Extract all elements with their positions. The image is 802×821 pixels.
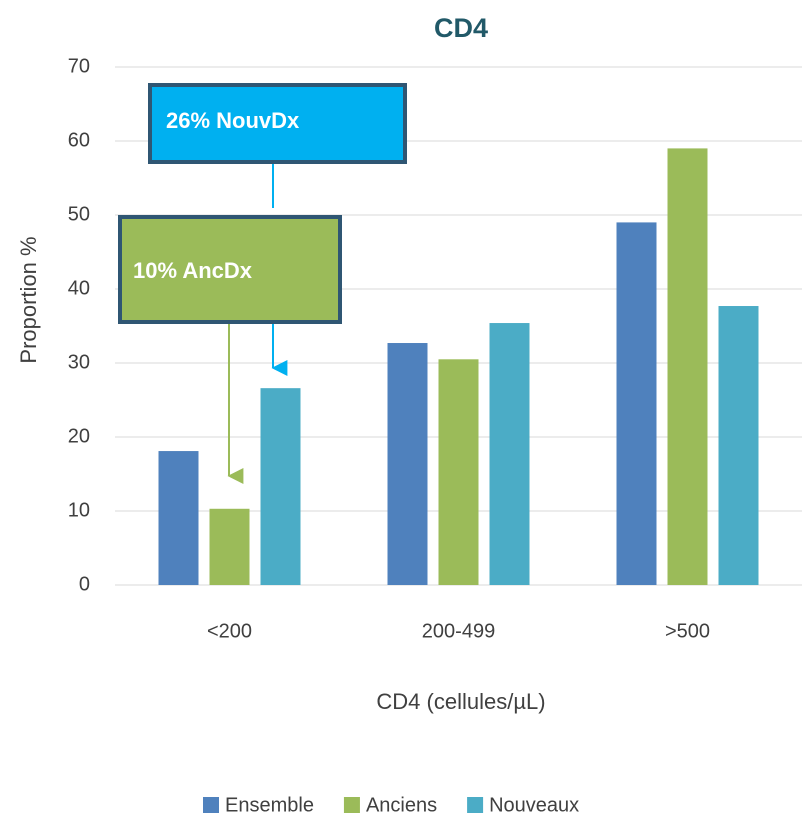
bar	[158, 451, 199, 585]
y-tick-label: 70	[68, 55, 90, 77]
plot-area: 0 10 20 30 40 50 60 70 <200 200-499 >500	[68, 55, 802, 642]
bar	[718, 306, 759, 585]
y-tick-label: 50	[68, 203, 90, 225]
y-tick-label: 20	[68, 425, 90, 447]
bar	[209, 508, 250, 585]
legend-label: Ensemble	[225, 794, 314, 816]
y-axis-label: Proportion %	[16, 236, 41, 363]
bar	[387, 343, 428, 585]
annotation-text: 26% NouvDx	[166, 108, 300, 133]
y-tick-label: 30	[68, 351, 90, 373]
legend-label: Nouveaux	[489, 794, 579, 816]
legend-label: Anciens	[366, 794, 437, 816]
legend-swatch	[467, 797, 484, 813]
y-tick-label: 60	[68, 129, 90, 151]
bar	[616, 222, 657, 585]
x-axis-label: CD4 (cellules/µL)	[376, 689, 545, 714]
x-tick-label: >500	[665, 620, 710, 642]
y-tick-label: 0	[79, 573, 90, 595]
annotations: 26% NouvDx 10% AncDx	[118, 83, 407, 484]
bar	[667, 148, 708, 585]
annotation-box	[118, 215, 342, 324]
bar	[260, 388, 301, 585]
legend-swatch	[203, 797, 219, 813]
annotation-text: 10% AncDx	[133, 258, 253, 283]
bar	[438, 359, 479, 585]
bar	[489, 323, 530, 585]
y-tick-label: 10	[68, 499, 90, 521]
x-tick-label: 200-499	[422, 620, 495, 642]
legend-swatch	[343, 797, 360, 813]
chart-title: CD4	[434, 13, 488, 43]
x-tick-label: <200	[207, 620, 252, 642]
annotation-box	[148, 83, 407, 164]
y-tick-label: 40	[68, 277, 90, 299]
